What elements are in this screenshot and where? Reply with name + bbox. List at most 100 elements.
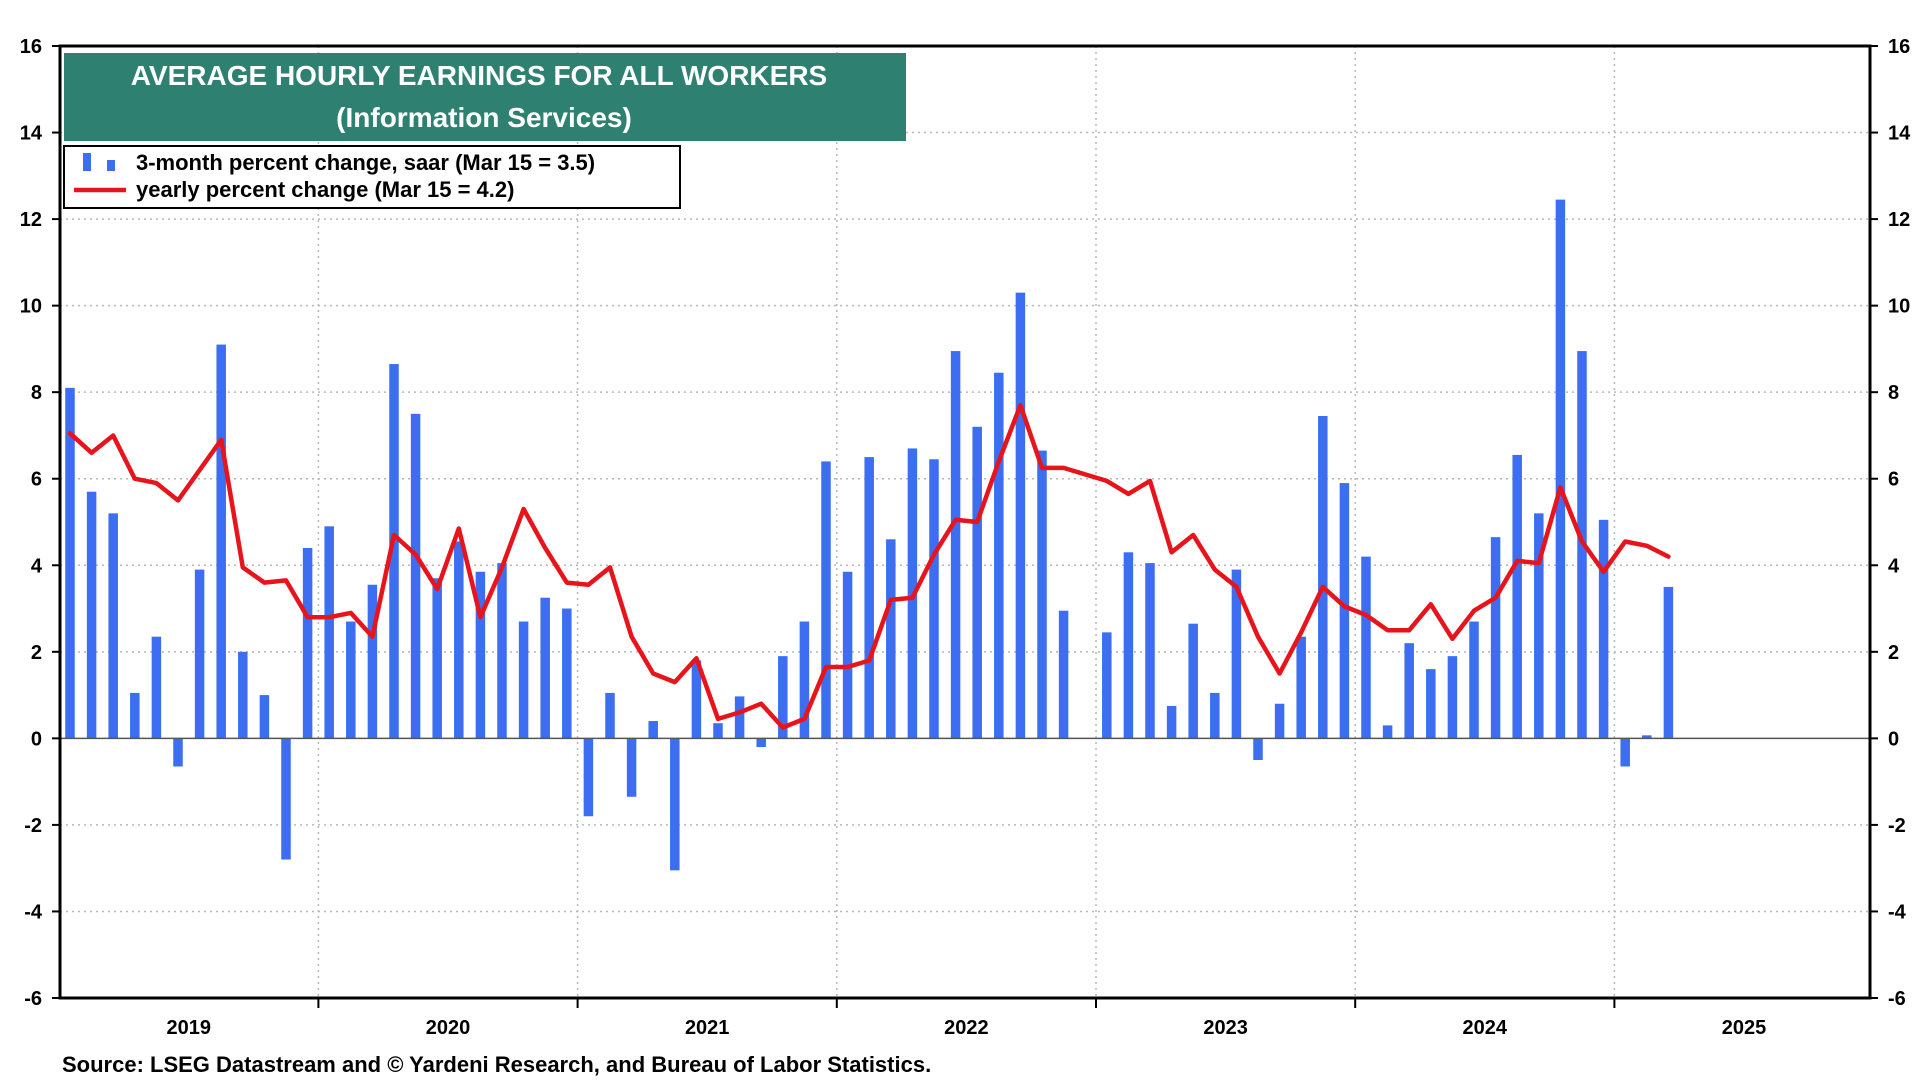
bar (454, 541, 464, 739)
bar (281, 738, 291, 860)
bar (1382, 725, 1393, 739)
bar (626, 738, 637, 797)
x-tick-label: 2019 (167, 1017, 212, 1039)
bar (1274, 703, 1285, 739)
legend-bar-swatch-small (107, 160, 115, 171)
bar (713, 723, 723, 739)
bar (994, 372, 1004, 739)
bar (216, 344, 226, 739)
bar (1663, 586, 1674, 739)
y-tick-label-right: 2 (1888, 642, 1899, 664)
bar (65, 387, 75, 739)
bar (432, 578, 442, 739)
x-tick-label: 2024 (1463, 1017, 1508, 1039)
legend: 3-month percent change, saar (Mar 15 = 3… (63, 145, 681, 209)
bar (475, 571, 486, 739)
legend-box (63, 145, 681, 209)
bar (238, 651, 248, 739)
bar (1534, 513, 1544, 739)
bar (151, 636, 162, 739)
y-tick-label-left: 8 (31, 382, 42, 404)
y-tick-label-right: 16 (1888, 36, 1910, 58)
bar (648, 721, 658, 739)
bar (886, 539, 896, 739)
bar (562, 608, 572, 739)
y-tick-label-left: 4 (31, 555, 43, 577)
y-tick-label-left: 10 (20, 296, 42, 318)
bar (497, 563, 507, 739)
bar (1166, 705, 1177, 739)
bar (1361, 556, 1371, 739)
legend-label-line: yearly percent change (Mar 15 = 4.2) (136, 177, 514, 202)
grid-lines (60, 46, 1870, 998)
axes: -6 -6 -4 -4 -2 -2 0 0 2 2 4 4 6 6 8 8 10 10 12 12 14 14 16 16 20… (20, 36, 1911, 1039)
y-tick-label-right: 4 (1888, 555, 1900, 577)
bar (1620, 738, 1630, 767)
y-tick-label-right: 8 (1888, 382, 1899, 404)
y-tick-label-right: 10 (1888, 296, 1910, 318)
bar (1512, 454, 1522, 739)
bar (86, 491, 97, 739)
bar (1145, 563, 1155, 739)
bar (410, 413, 421, 739)
bar (583, 738, 594, 817)
bar (173, 738, 183, 767)
bar (691, 660, 702, 739)
y-tick-label-right: -2 (1888, 815, 1906, 837)
bar (842, 571, 853, 739)
y-tick-label-right: 6 (1888, 469, 1899, 491)
bar (1188, 623, 1198, 739)
bar (670, 738, 680, 871)
bar (1642, 735, 1652, 739)
title-box: AVERAGE HOURLY EARNINGS FOR ALL WORKERS … (64, 53, 906, 141)
source-note: Source: LSEG Datastream and © Yardeni Re… (62, 1052, 931, 1077)
y-tick-label-left: 6 (31, 469, 42, 491)
bar (1231, 569, 1242, 739)
bar (1598, 519, 1609, 739)
x-tick-label: 2023 (1203, 1017, 1248, 1039)
y-tick-label-left: -6 (24, 988, 42, 1010)
bar (605, 692, 615, 739)
bar (1210, 692, 1220, 739)
bar (1404, 643, 1414, 739)
plot-frame (58, 44, 1872, 1000)
bar (1058, 610, 1069, 739)
bar (734, 696, 745, 739)
bar (324, 526, 334, 739)
bar (302, 547, 313, 739)
bar (972, 426, 982, 739)
bar (259, 695, 270, 739)
bar (950, 351, 961, 739)
y-tick-label-left: 16 (20, 36, 42, 58)
bar (1015, 292, 1026, 739)
x-tick-label: 2021 (685, 1017, 730, 1039)
legend-label-bars: 3-month percent change, saar (Mar 15 = 3… (136, 150, 595, 175)
x-tick-label: 2020 (426, 1017, 471, 1039)
bar (756, 738, 766, 748)
bar (130, 692, 140, 739)
y-tick-label-left: 14 (20, 123, 43, 145)
bar-series (65, 199, 1674, 871)
y-tick-label-right: 0 (1888, 728, 1899, 750)
bar (1123, 552, 1134, 739)
bar (1469, 621, 1479, 739)
y-tick-label-right: -4 (1888, 901, 1907, 923)
bar (1318, 415, 1328, 739)
bar (1339, 483, 1350, 739)
bar (929, 459, 939, 739)
legend-bar-swatch (83, 153, 91, 171)
bar (821, 461, 831, 739)
y-tick-label-left: 0 (31, 728, 42, 750)
title-background (64, 53, 906, 141)
bar (389, 364, 399, 739)
y-tick-label-left: -4 (24, 901, 43, 923)
bar (799, 621, 810, 739)
bar (1037, 450, 1047, 739)
bar (1555, 199, 1566, 739)
y-tick-label-right: -6 (1888, 988, 1906, 1010)
bar (367, 584, 378, 739)
bar (1102, 632, 1112, 739)
y-tick-label-left: 12 (20, 209, 42, 231)
bar (108, 513, 118, 739)
x-tick-label: 2022 (944, 1017, 989, 1039)
